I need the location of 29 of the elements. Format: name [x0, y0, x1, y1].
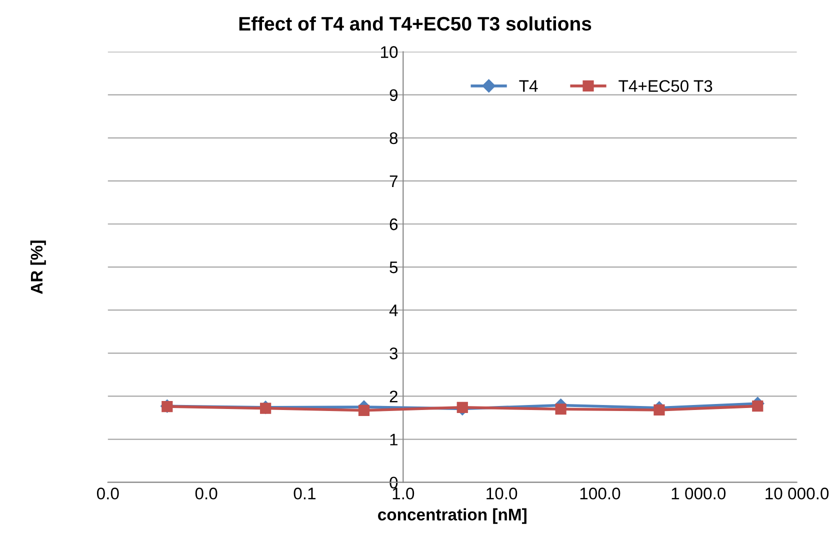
x-tick-label: 10.0 — [486, 488, 518, 500]
y-tick-label: 5 — [390, 262, 398, 274]
y-tick-label: 4 — [389, 304, 398, 316]
y-tick-label: 6 — [390, 218, 398, 230]
y-tick-label: 8 — [390, 132, 398, 144]
y-tick-label: 2 — [390, 390, 398, 402]
point — [456, 402, 468, 413]
y-tick-label: 7 — [390, 176, 398, 187]
y-tick-label: 1 — [390, 434, 398, 446]
x-tick-label: 0.1 — [294, 488, 316, 500]
x-tick-label: 10 000.0 — [766, 488, 829, 500]
point — [654, 404, 665, 416]
x-axis-title: concentration [nM] — [378, 508, 526, 524]
x-tick-label: 0.0 — [96, 488, 119, 500]
y-tick-label: 0 — [390, 476, 398, 489]
point — [555, 404, 566, 415]
x-tick-label: 100.0 — [580, 488, 620, 500]
legend-label: T4 — [519, 80, 538, 92]
y-axis-title: AR [%] — [30, 240, 46, 294]
point — [752, 400, 764, 412]
y-tick-label: 3 — [390, 348, 398, 360]
point — [358, 404, 370, 416]
x-tick-label: 0.0 — [195, 488, 218, 500]
chart-title: Effect of T4 and T4+EC50 T3 solutions — [239, 16, 592, 31]
y-tick-label: 9 — [390, 89, 398, 102]
x-tick-label: 1 000.0 — [672, 488, 726, 500]
legend-label: T4+EC50 T3 — [618, 80, 712, 92]
x-tick-label: 1.0 — [392, 488, 414, 500]
y-tick-label: 10 — [381, 46, 398, 58]
